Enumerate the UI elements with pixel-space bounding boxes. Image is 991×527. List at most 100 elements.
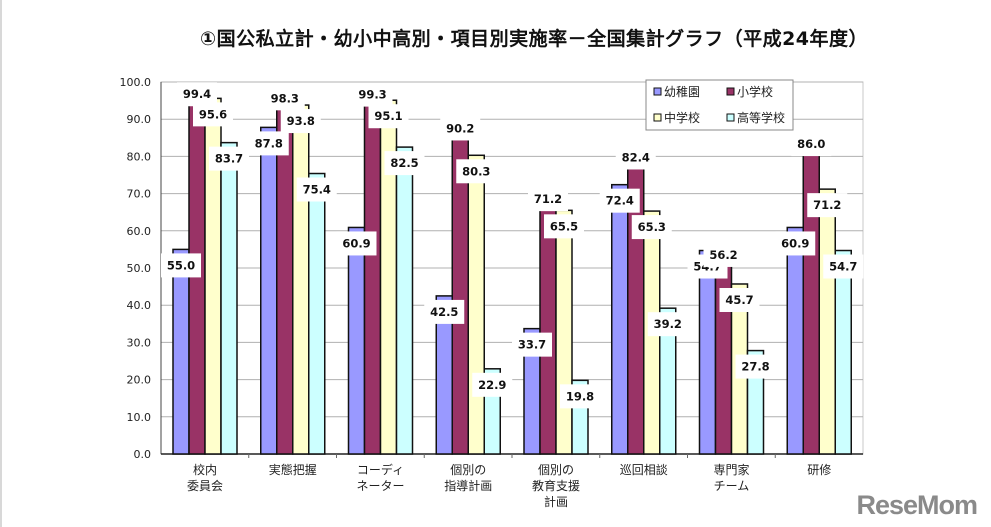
bar-幼稚園 [260, 126, 278, 455]
category-label: 個別の [450, 463, 486, 477]
data-label-bg [177, 82, 217, 107]
data-label-bg [775, 231, 816, 256]
data-label: 87.8 [255, 136, 283, 150]
category-label: 教育支援 [532, 478, 580, 493]
legend-label: 小学校 [737, 84, 773, 99]
bar-中学校 [555, 209, 573, 455]
data-label: 54.7 [829, 260, 857, 274]
y-tick-label: 100.0 [120, 76, 152, 89]
legend-swatch [726, 87, 735, 96]
data-label: 60.9 [342, 236, 370, 250]
legend-label: 中学校 [664, 110, 700, 125]
y-tick-label: 80.0 [127, 150, 152, 163]
data-label: 22.9 [478, 378, 506, 392]
data-label-bg [823, 254, 864, 279]
y-tick-label: 90.0 [127, 113, 152, 126]
legend-label: 高等学校 [737, 110, 785, 125]
data-label-bg [528, 187, 568, 212]
y-tick-label: 50.0 [127, 262, 152, 275]
data-label-bg [424, 299, 465, 324]
data-label: 65.3 [638, 220, 666, 234]
data-label: 86.0 [797, 137, 825, 151]
data-label: 82.4 [622, 150, 650, 164]
category-label: 実態把握 [269, 462, 317, 477]
data-label-bg [735, 354, 776, 379]
data-label: 93.8 [287, 114, 315, 128]
data-label-bg [161, 253, 201, 278]
data-label-bg [791, 132, 832, 157]
data-label-bg [264, 86, 305, 111]
legend-swatch [653, 87, 662, 96]
legend-label: 幼稚園 [664, 85, 700, 99]
data-label-bg [193, 102, 233, 127]
data-label-bg [368, 104, 409, 129]
data-label-bg [296, 177, 337, 202]
data-label: 33.7 [518, 338, 546, 352]
data-label: 42.5 [430, 305, 458, 319]
y-tick-label: 30.0 [127, 336, 152, 349]
resemom-logo: ReseMom [856, 490, 978, 520]
data-label-bg [456, 159, 497, 184]
bar-高等学校 [220, 141, 238, 455]
data-label: 95.1 [374, 109, 402, 123]
data-label: 90.2 [446, 121, 474, 135]
bar-幼稚園 [611, 183, 629, 455]
bar-高等学校 [308, 172, 326, 455]
y-tick-label: 10.0 [127, 411, 152, 424]
category-label: コーディ [357, 462, 404, 477]
data-label-bg [560, 384, 600, 409]
legend-swatch [653, 113, 662, 122]
chart-title: ①国公私立計・幼小中高別・項目別実施率－全国集計グラフ（平成24年度） [200, 28, 869, 50]
data-label-bg [512, 332, 552, 357]
data-label: 75.4 [303, 183, 331, 197]
data-label: 99.3 [358, 88, 386, 102]
data-label-bg [615, 145, 656, 170]
bar-高等学校 [395, 146, 414, 455]
data-label-bg [544, 214, 584, 239]
bar-幼稚園 [698, 249, 717, 455]
bar-小学校 [363, 83, 382, 455]
bar-中学校 [292, 104, 310, 455]
bar-幼稚園 [172, 248, 190, 455]
y-tick-label: 20.0 [127, 374, 152, 387]
data-label-bg [280, 109, 321, 134]
data-label: 71.2 [534, 192, 562, 206]
data-label-bg [807, 193, 848, 218]
data-label-bg [631, 215, 672, 240]
category-label: 専門家 [713, 462, 749, 477]
bar-高等学校 [659, 307, 677, 455]
category-label: 巡回相談 [620, 462, 668, 477]
data-label: 27.8 [741, 360, 769, 374]
bar-小学校 [802, 133, 820, 455]
data-label: 83.7 [215, 152, 243, 166]
data-label: 71.2 [813, 198, 841, 212]
data-label: 60.9 [781, 236, 809, 250]
data-label-bg [384, 151, 425, 176]
data-label: 82.5 [390, 156, 418, 170]
y-tick-label: 70.0 [127, 188, 152, 201]
data-label: 56.2 [709, 248, 737, 262]
category-label: チーム [714, 479, 750, 493]
data-label: 55.0 [167, 258, 195, 272]
legend-swatch [726, 113, 735, 122]
y-tick-label: 40.0 [127, 299, 152, 312]
data-label: 98.3 [271, 91, 299, 105]
data-label-bg [336, 231, 377, 256]
data-label: 72.4 [606, 194, 634, 208]
data-label-bg [599, 188, 640, 213]
data-label-bg [719, 287, 760, 312]
data-label-bg [352, 82, 393, 107]
y-tick-label: 60.0 [127, 225, 152, 238]
data-label: 95.6 [199, 107, 227, 121]
category-label: 研修 [807, 462, 831, 477]
left-border [0, 0, 2, 527]
category-label: 校内 [193, 462, 217, 477]
bar-幼稚園 [786, 226, 804, 455]
data-label: 39.2 [654, 317, 682, 331]
bar-中学校 [818, 188, 836, 455]
data-label: 45.7 [725, 293, 753, 307]
category-label: 個別の [538, 463, 574, 477]
bar-中学校 [467, 154, 485, 455]
data-label-bg [209, 146, 249, 171]
